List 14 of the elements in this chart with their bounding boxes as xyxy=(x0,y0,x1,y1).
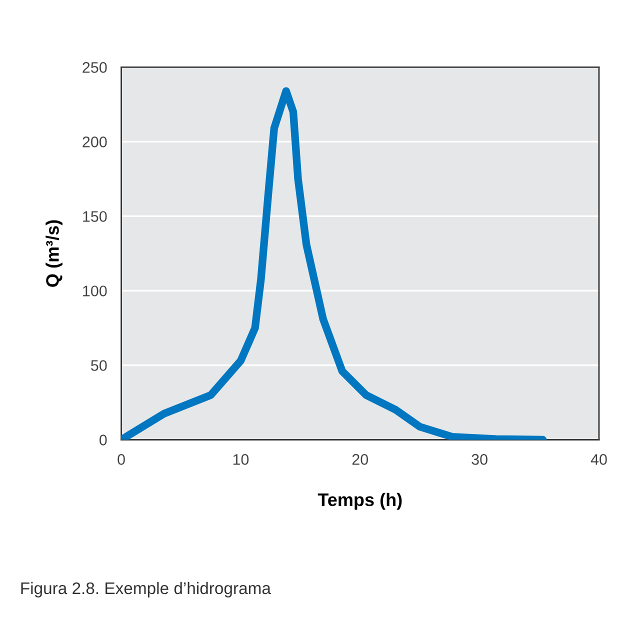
y-tick-label: 150 xyxy=(83,211,107,222)
y-tick-label: 100 xyxy=(83,286,107,296)
y-axis-title: Q (m³/s) xyxy=(46,220,62,287)
x-tick-label: 30 xyxy=(472,454,488,465)
y-tick-label: 0 xyxy=(100,434,107,446)
x-tick-label: 0 xyxy=(118,454,125,465)
x-tick-label: 20 xyxy=(352,454,368,465)
text: Figura 2.8. Exemple d’hidrograma xyxy=(21,582,271,598)
y-tick-label: 50 xyxy=(91,360,107,371)
x-axis-title: Temps (h) xyxy=(318,492,402,510)
y-tick-label: 200 xyxy=(82,136,107,148)
x-tick-label: 10 xyxy=(233,454,249,465)
x-tick-label: 40 xyxy=(590,454,607,465)
y-tick-label: 250 xyxy=(82,62,107,73)
